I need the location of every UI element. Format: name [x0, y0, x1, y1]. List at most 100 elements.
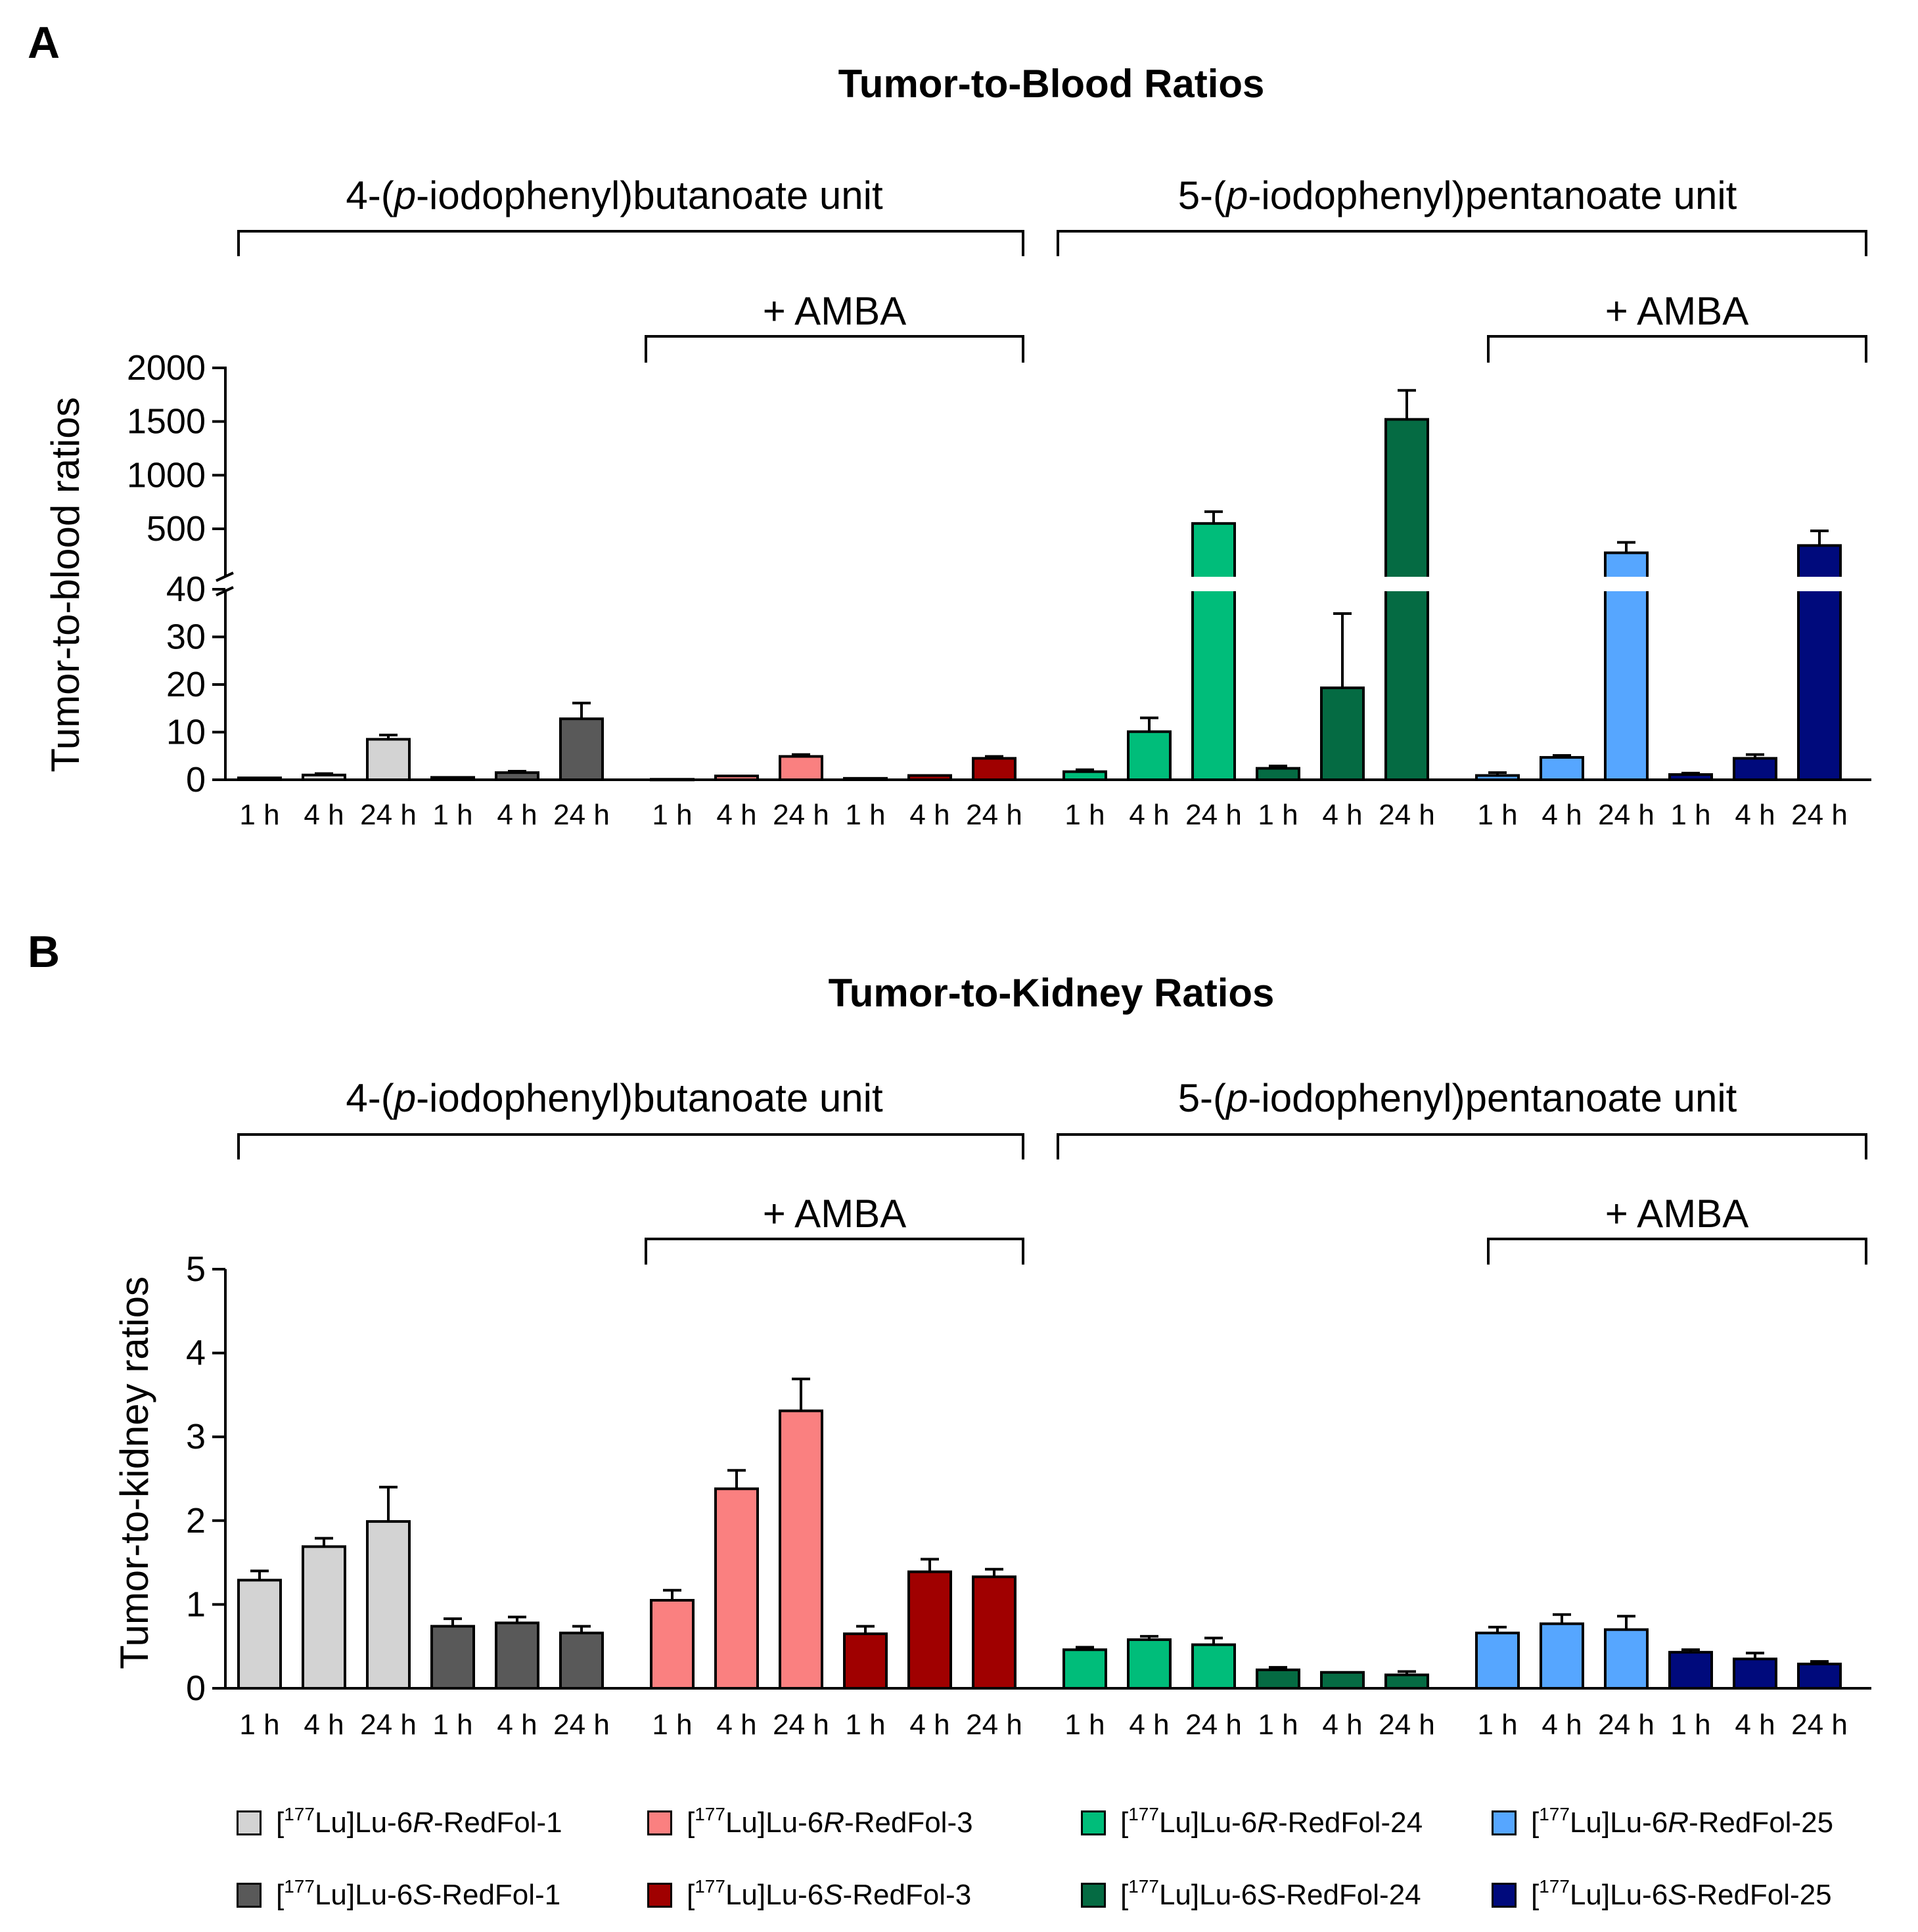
- y-axis-break-mark: [216, 586, 234, 596]
- y-tick-label: 2000: [127, 348, 206, 388]
- panel-b-plot: 0 1 2 3 4 5 1 h 4 h 24 h 1 h 4 h 24 h 1 h 4 h 24 h 1 h 4…: [186, 1249, 1871, 1741]
- legend-item-s25: [177Lu]Lu-6S-RedFol-25: [1492, 1876, 1832, 1912]
- x-tick-label: 1 h: [1670, 799, 1710, 831]
- legend-swatch-s24: [1081, 1883, 1106, 1908]
- panel-a-bracket-left: [237, 230, 1024, 256]
- x-tick-label: 24 h: [1598, 1709, 1655, 1741]
- bar: [495, 1621, 539, 1690]
- y-tick-label: 5: [186, 1249, 206, 1289]
- legend-item-r3: [177Lu]Lu-6R-RedFol-3: [647, 1804, 973, 1839]
- bar: [1384, 418, 1429, 781]
- x-tick-label: 24 h: [1791, 1709, 1848, 1741]
- x-tick-label: 1 h: [1670, 1709, 1710, 1741]
- panel-b-bracket-right-label: 5-(p-iodophenyl)pentanoate unit: [1178, 1076, 1737, 1120]
- bar: [430, 1625, 475, 1690]
- x-tick-label: 24 h: [773, 1709, 829, 1741]
- y-tick-label: 0: [186, 760, 206, 799]
- y-tick-label: 1000: [127, 455, 206, 495]
- y-tick-label: 2: [186, 1501, 206, 1540]
- bar: [1384, 1673, 1429, 1690]
- y-tick-label: 0: [186, 1669, 206, 1708]
- x-tick-label: 4 h: [1322, 1709, 1362, 1741]
- x-tick-label: 4 h: [1735, 799, 1775, 831]
- panel-a-amba-left-bracket: [645, 335, 1024, 363]
- legend-label-r25: [177Lu]Lu-6R-RedFol-25: [1531, 1804, 1834, 1839]
- bar: [237, 1579, 282, 1690]
- x-tick-label: 1 h: [1064, 799, 1105, 831]
- x-tick-label: 4 h: [909, 1709, 949, 1741]
- panel-a-letter: A: [28, 18, 60, 68]
- bar: [843, 1632, 888, 1690]
- bar: [430, 776, 475, 781]
- bar: [559, 717, 604, 781]
- panel-a-ylabel: Tumor-to-blood ratios: [43, 397, 87, 772]
- legend-label-r3: [177Lu]Lu-6R-RedFol-3: [687, 1804, 973, 1839]
- x-tick-label: 1 h: [845, 799, 885, 831]
- panel-b-amba-left-label: + AMBA: [763, 1192, 906, 1236]
- x-tick-label: 1 h: [652, 1709, 692, 1741]
- legend-swatch-r1: [237, 1810, 262, 1835]
- x-tick-label: 4 h: [1541, 799, 1582, 831]
- legend-swatch-s1: [237, 1883, 262, 1908]
- bar: [237, 776, 282, 781]
- bar: [650, 1599, 695, 1690]
- bar: [779, 1409, 823, 1690]
- x-tick-label: 1 h: [432, 1709, 472, 1741]
- bar: [1127, 1638, 1172, 1690]
- bar: [1475, 1631, 1520, 1690]
- x-tick-label: 24 h: [1598, 799, 1655, 831]
- bar: [1668, 1651, 1713, 1690]
- x-tick-label: 1 h: [239, 799, 279, 831]
- bar: [1733, 1657, 1777, 1690]
- y-tick-label: 10: [166, 713, 206, 752]
- bar: [1668, 773, 1713, 782]
- x-tick-label: 4 h: [1322, 799, 1362, 831]
- panel-b-bracket-left-label: 4-(p-iodophenyl)butanoate unit: [346, 1076, 883, 1120]
- legend-swatch-r25: [1492, 1810, 1517, 1835]
- x-tick-label: 4 h: [1129, 799, 1169, 831]
- bar: [1475, 774, 1520, 781]
- legend-swatch-r24: [1081, 1810, 1106, 1835]
- legend-item-r24: [177Lu]Lu-6R-RedFol-24: [1081, 1805, 1423, 1839]
- legend: [177Lu]Lu-6R-RedFol-1 [177Lu]Lu-6R-RedFo…: [237, 1787, 1906, 1931]
- x-tick-label: 1 h: [1258, 799, 1298, 831]
- x-tick-label: 24 h: [1185, 799, 1242, 831]
- legend-label-r1: [177Lu]Lu-6R-RedFol-1: [276, 1804, 562, 1839]
- bar: [1540, 1622, 1584, 1690]
- bar: [1191, 522, 1236, 781]
- bar: [972, 1575, 1016, 1690]
- x-tick-label: 24 h: [1791, 799, 1848, 831]
- x-tick-label: 24 h: [1379, 799, 1435, 831]
- legend-item-r1: [177Lu]Lu-6R-RedFol-1: [237, 1804, 562, 1839]
- bar: [650, 778, 695, 782]
- x-tick-label: 24 h: [773, 799, 829, 831]
- y-tick-label: 30: [166, 618, 206, 657]
- panel-a-bracket-left-label: 4-(p-iodophenyl)butanoate unit: [346, 173, 883, 217]
- legend-label-s1: [177Lu]Lu-6S-RedFol-1: [276, 1876, 561, 1912]
- legend-item-r25: [177Lu]Lu-6R-RedFol-25: [1492, 1804, 1834, 1839]
- panel-b-bracket-left: [237, 1133, 1024, 1159]
- panel-a-plot: 0 10 20 30 40 500 1000 1500 2000 1 h 4 h 24 h 1 h 4 h…: [127, 348, 1871, 831]
- x-tick-label: 4 h: [497, 799, 537, 831]
- panel-a-bracket-right: [1057, 230, 1867, 256]
- bar: [1733, 757, 1777, 781]
- legend-label-s25: [177Lu]Lu-6S-RedFol-25: [1531, 1876, 1832, 1912]
- bar: [714, 775, 759, 781]
- panel-b-letter: B: [28, 927, 60, 977]
- bar: [366, 738, 411, 781]
- x-tick-label: 1 h: [239, 1709, 279, 1741]
- panel-a-title: Tumor-to-Blood Ratios: [838, 62, 1265, 106]
- bar: [714, 1487, 759, 1690]
- bar: [1604, 1628, 1649, 1690]
- y-tick-label: 500: [147, 509, 206, 549]
- x-tick-label: 24 h: [1379, 1709, 1435, 1741]
- bar: [1320, 686, 1365, 781]
- bar: [972, 757, 1016, 781]
- bar: [1062, 770, 1107, 782]
- x-tick-label: 1 h: [1064, 1709, 1105, 1741]
- bar: [907, 1570, 952, 1690]
- y-tick-label: 3: [186, 1417, 206, 1456]
- panel-b-bracket-right: [1057, 1133, 1867, 1159]
- panel-b-ylabel: Tumor-to-kidney ratios: [112, 1276, 156, 1669]
- bar: [1256, 767, 1300, 781]
